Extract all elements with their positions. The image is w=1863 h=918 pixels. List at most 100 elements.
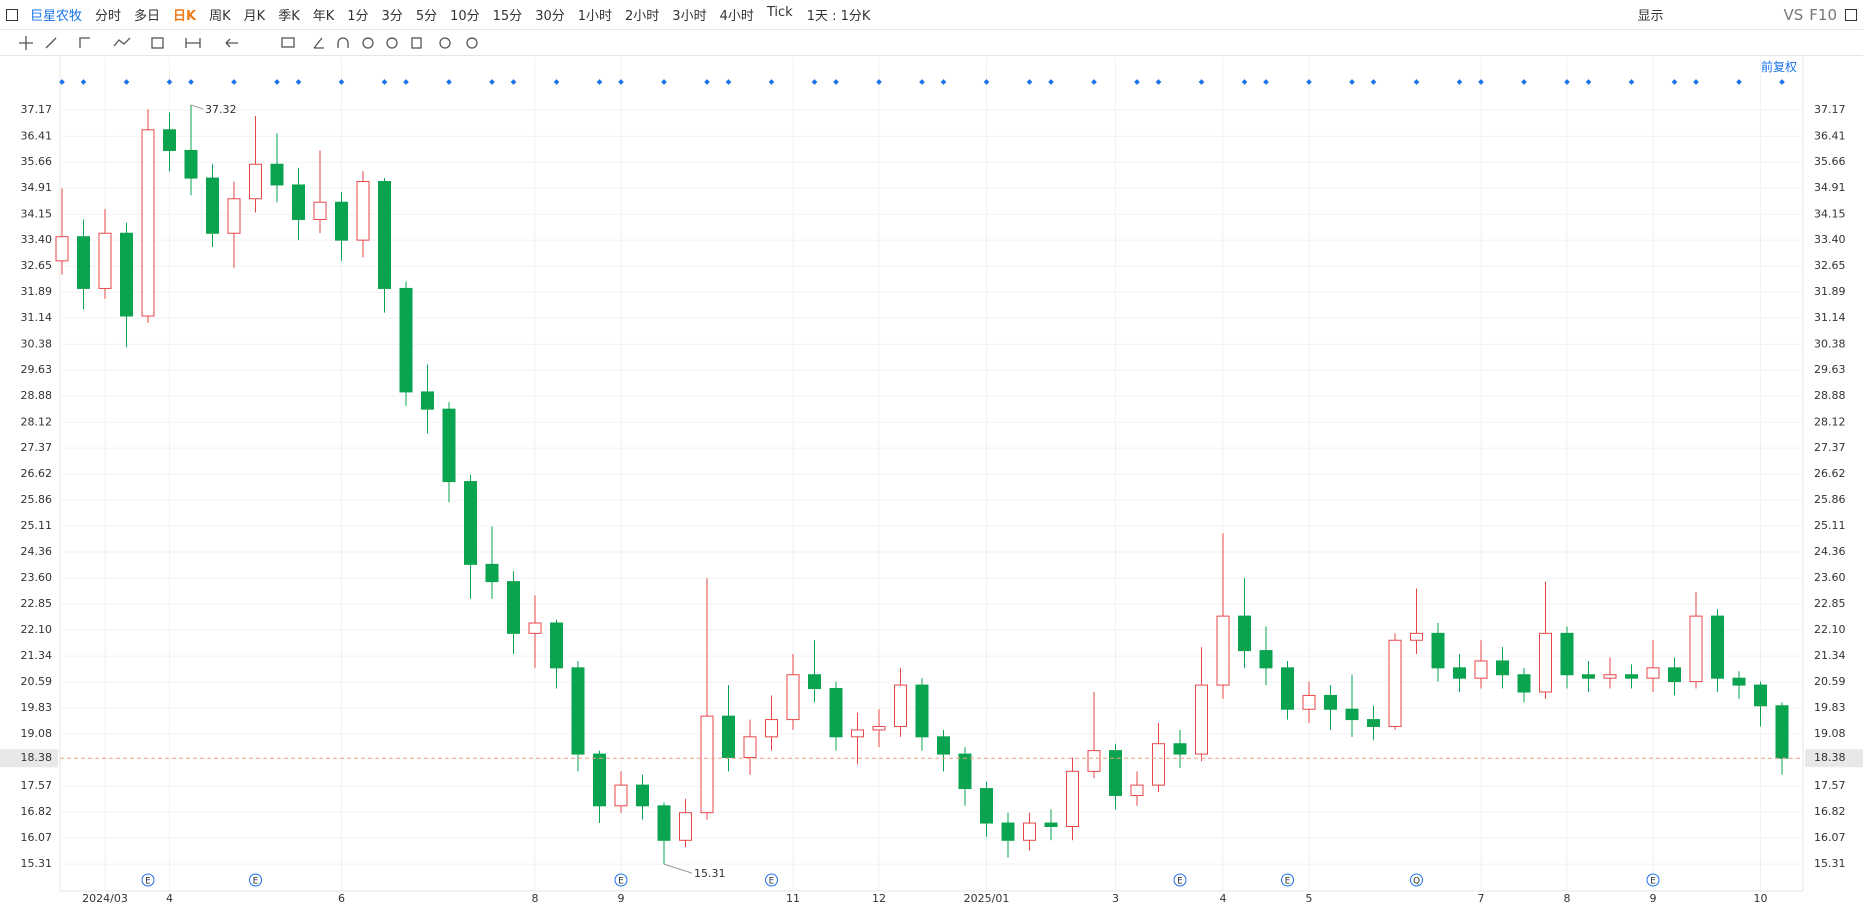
candle-body xyxy=(958,753,972,790)
layer-tool[interactable] xyxy=(439,37,451,49)
candle-body xyxy=(98,232,112,289)
candle-body xyxy=(1431,632,1445,669)
adjust-button[interactable]: 前复权 xyxy=(1761,60,1798,74)
x-tick-label: 4 xyxy=(1220,892,1227,905)
stock-name[interactable]: 巨星农牧 xyxy=(30,9,83,24)
signal-dot xyxy=(403,79,409,85)
signal-dot xyxy=(553,79,560,85)
candle-body xyxy=(980,788,993,824)
period-tab[interactable]: 3分 xyxy=(381,9,403,24)
signal-dot xyxy=(446,79,452,85)
x-tick-label: 2024/03 xyxy=(82,892,128,905)
candle-body xyxy=(1173,743,1187,755)
candle-body xyxy=(1711,615,1724,679)
vs-button[interactable]: VS xyxy=(1783,5,1804,24)
signal-dot xyxy=(381,79,388,85)
y-tick-label-right: 37.17 xyxy=(1814,103,1846,116)
period-tab[interactable]: 10分 xyxy=(450,9,480,24)
magnet-tool[interactable] xyxy=(337,37,349,48)
y-tick-label-right: 21.34 xyxy=(1814,649,1846,662)
line-tool[interactable] xyxy=(45,37,57,49)
signal-dot xyxy=(1628,79,1635,85)
event-label: E xyxy=(1177,877,1183,887)
period-tab[interactable]: 多日 xyxy=(134,9,161,24)
candle-body xyxy=(1023,822,1036,841)
measure-tool[interactable] xyxy=(185,38,201,48)
signal-dot xyxy=(1370,79,1377,85)
candle-body xyxy=(442,408,456,483)
angle-tool[interactable] xyxy=(313,37,324,49)
candle-body xyxy=(464,481,477,565)
candle-body xyxy=(1302,694,1316,710)
event-marker xyxy=(1281,873,1294,887)
candle-body xyxy=(507,581,520,634)
candle-body xyxy=(1345,708,1359,721)
period-tab[interactable]: 3小时 xyxy=(672,9,707,24)
delete-tool[interactable] xyxy=(411,37,422,49)
x-tick-label: 12 xyxy=(872,892,886,905)
x-tick-label: 2025/01 xyxy=(964,892,1010,905)
display-menu[interactable]: 显示 xyxy=(1637,9,1664,24)
y-tick-label-right: 32.65 xyxy=(1814,259,1846,272)
settings-tool[interactable] xyxy=(466,37,478,49)
f10-button[interactable]: F10 xyxy=(1809,5,1837,24)
period-tab[interactable]: 分时 xyxy=(95,9,122,24)
period-tab[interactable]: 1分 xyxy=(347,9,369,24)
y-tick-label-right: 19.83 xyxy=(1814,701,1846,714)
period-tab[interactable]: 4小时 xyxy=(719,9,754,24)
candle-body xyxy=(141,129,155,317)
candle-body xyxy=(1775,705,1789,759)
y-tick-label: 16.07 xyxy=(21,831,53,844)
period-tab[interactable]: 5分 xyxy=(415,9,438,24)
event-marker xyxy=(1646,873,1660,887)
y-tick-label: 26.62 xyxy=(21,467,53,480)
y-tick-label-right: 26.62 xyxy=(1814,467,1846,480)
note-tool[interactable] xyxy=(281,37,295,48)
signal-dot xyxy=(295,79,302,85)
period-tab[interactable]: 日K xyxy=(173,9,197,24)
chart-tool[interactable] xyxy=(151,37,164,49)
candle-body xyxy=(1152,743,1165,786)
period-tab[interactable]: 1小时 xyxy=(577,9,613,24)
candle-body xyxy=(528,622,542,634)
arrow-tool[interactable] xyxy=(225,38,238,48)
period-tab[interactable]: 月K xyxy=(243,9,266,24)
signal-dot xyxy=(833,79,839,85)
signal-dot xyxy=(1026,79,1033,85)
period-tab[interactable]: 年K xyxy=(312,9,335,24)
period-tab[interactable]: 30分 xyxy=(535,9,565,24)
period-tab[interactable]: 15分 xyxy=(492,9,523,24)
x-tick-label: 7 xyxy=(1478,892,1485,905)
signal-dot xyxy=(876,79,882,85)
y-tick-label: 28.88 xyxy=(21,389,53,402)
candle-body xyxy=(270,163,284,186)
sidebar-icon[interactable] xyxy=(6,8,18,21)
y-tick-label: 21.34 xyxy=(21,649,53,662)
candle-body xyxy=(743,736,757,759)
eye-tool[interactable] xyxy=(362,37,374,49)
y-tick-label-right: 16.07 xyxy=(1814,831,1846,844)
wave-tool[interactable] xyxy=(113,37,131,47)
y-tick-label: 32.65 xyxy=(21,259,53,272)
candle-body xyxy=(614,784,628,807)
lock-tool[interactable] xyxy=(386,37,398,49)
move-tool[interactable] xyxy=(19,36,33,50)
min-label: 15.31 xyxy=(694,867,726,880)
signal-dot xyxy=(1585,79,1592,85)
period-tab[interactable]: 2小时 xyxy=(625,9,660,24)
x-tick-label: 3 xyxy=(1112,892,1119,905)
candle-body xyxy=(786,674,800,721)
interval-select[interactable]: 1天 : 1分K xyxy=(806,9,871,24)
candle-body xyxy=(1216,615,1230,686)
period-tab[interactable]: 周K xyxy=(209,9,231,24)
period-tab[interactable]: 季K xyxy=(278,9,300,24)
candle-body xyxy=(206,177,219,234)
event-marker xyxy=(765,873,778,887)
channel-tool[interactable] xyxy=(79,37,90,48)
y-tick-label-right: 22.85 xyxy=(1814,597,1846,610)
period-tab[interactable]: Tick xyxy=(766,5,793,20)
y-tick-label: 25.11 xyxy=(21,519,53,532)
signal-dot xyxy=(1306,79,1312,85)
signal-dot xyxy=(704,79,710,85)
panel-icon[interactable] xyxy=(1845,8,1857,21)
